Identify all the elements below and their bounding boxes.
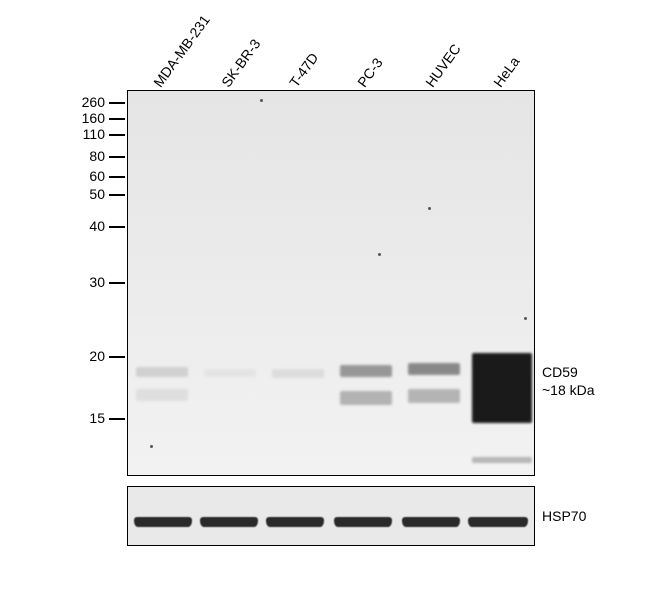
target-protein-name: CD59: [542, 364, 578, 380]
mw-tick: [109, 156, 125, 158]
mw-value: 110: [83, 126, 105, 142]
mw-tick: [109, 194, 125, 196]
mw-marker: 50: [89, 186, 125, 202]
mw-marker: 20: [89, 348, 125, 364]
mw-tick: [109, 118, 125, 120]
mw-value: 20: [89, 348, 105, 364]
mw-marker: 30: [89, 274, 125, 290]
blot-speck: [260, 99, 263, 102]
loading-band: [266, 517, 324, 527]
mw-tick: [109, 356, 125, 358]
lane-label: HUVEC: [422, 41, 464, 90]
figure-container: MDA-MB-231SK-BR-3T-47DPC-3HUVECHeLa 2601…: [30, 10, 630, 590]
mw-tick: [109, 102, 125, 104]
main-blot-panel: [127, 90, 535, 476]
blot-band: [472, 457, 532, 463]
lane-label: T-47D: [286, 50, 321, 90]
mw-marker: 40: [89, 218, 125, 234]
blot-speck: [428, 207, 431, 210]
blot-band: [408, 363, 460, 375]
loading-control-panel: [127, 486, 535, 546]
loading-band: [468, 517, 528, 527]
target-protein-mw: ~18 kDa: [542, 382, 595, 398]
mw-tick: [109, 134, 125, 136]
mw-value: 50: [89, 186, 105, 202]
blot-band: [340, 391, 392, 405]
mw-marker: 80: [89, 148, 125, 164]
loading-band: [200, 517, 258, 527]
protein-label: CD59: [542, 364, 578, 380]
loading-band: [334, 517, 392, 527]
mw-tick: [109, 176, 125, 178]
mw-marker: 60: [89, 168, 125, 184]
blot-band: [340, 365, 392, 377]
lane-label: HeLa: [490, 54, 523, 90]
blot-band: [408, 389, 460, 403]
mw-value: 60: [89, 168, 105, 184]
blot-band: [204, 369, 256, 377]
mw-value: 80: [89, 148, 105, 164]
blot-band: [472, 353, 532, 423]
mw-marker: 15: [89, 410, 125, 426]
loading-band: [134, 517, 192, 527]
mw-value: 260: [82, 94, 105, 110]
lane-label: PC-3: [354, 55, 386, 90]
blot-band: [136, 367, 188, 377]
blot-band: [272, 369, 324, 378]
mw-marker: 260: [82, 94, 125, 110]
mw-marker: 160: [82, 110, 125, 126]
blot-speck: [150, 445, 153, 448]
mw-tick: [109, 282, 125, 284]
mw-value: 40: [89, 218, 105, 234]
mw-marker: 110: [83, 126, 125, 142]
mw-value: 30: [89, 274, 105, 290]
mw-value: 15: [89, 410, 105, 426]
blot-speck: [524, 317, 527, 320]
protein-mw-label: ~18 kDa: [542, 382, 595, 398]
mw-tick: [109, 418, 125, 420]
blot-band: [136, 389, 188, 401]
loading-band: [402, 517, 460, 527]
lane-label: SK-BR-3: [218, 36, 263, 90]
lane-labels-row: MDA-MB-231SK-BR-3 T-47D PC-3 HUVEC HeLa: [145, 10, 565, 90]
loading-control-label: HSP70: [542, 508, 586, 524]
loading-control-name: HSP70: [542, 508, 586, 524]
blot-speck: [378, 253, 381, 256]
mw-value: 160: [82, 110, 105, 126]
mw-tick: [109, 226, 125, 228]
lane-label: MDA-MB-231: [150, 12, 213, 90]
